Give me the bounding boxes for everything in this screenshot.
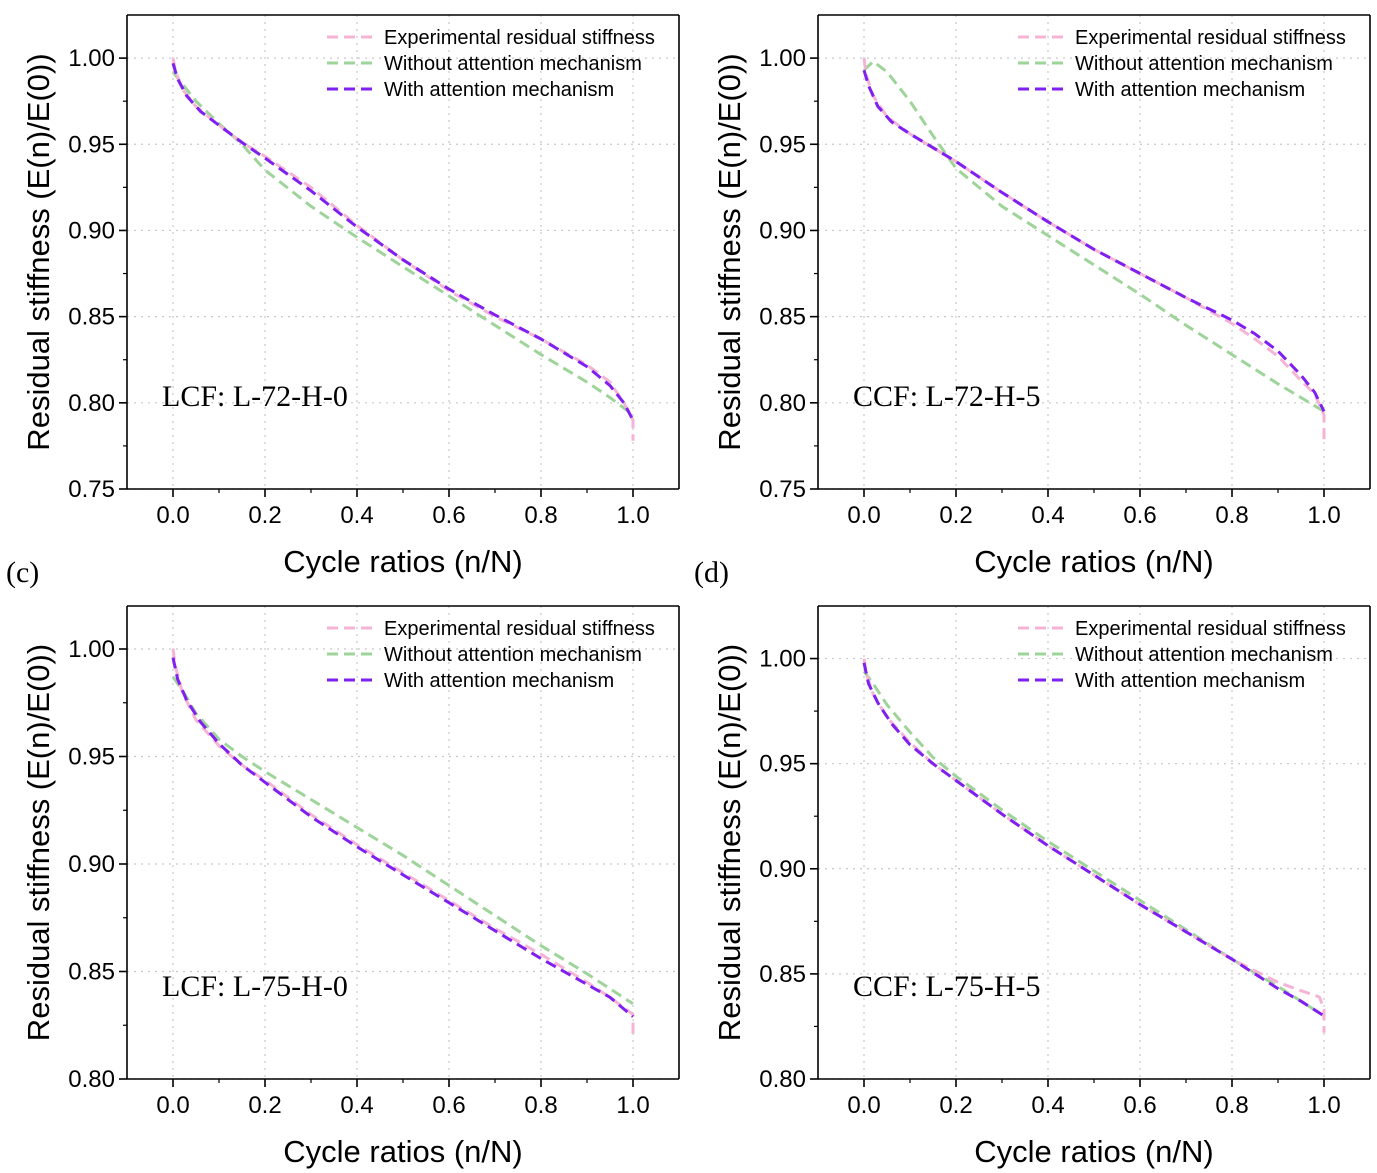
- chart-panel-4: 0.0 0.2 0.4 0.6 0.8 1.0 0.80 0.85 0.90 0.95 1.00 Cy…: [712, 605, 1371, 1169]
- x-tick-label: 0.6: [1123, 1092, 1156, 1119]
- legend-label: Without attention mechanism: [1075, 644, 1333, 666]
- y-axis-title: Residual stiffness (E(n)/E(0)): [21, 53, 56, 450]
- x-tick-label: 0.0: [847, 1092, 880, 1119]
- x-tick-label: 0.4: [1031, 1092, 1064, 1119]
- y-tick-label: 0.95: [68, 744, 115, 771]
- x-tick-label: 0.6: [1123, 502, 1156, 529]
- panel-annotation: CCF: L-75-H-5: [853, 970, 1041, 1003]
- legend-label: With attention mechanism: [1075, 79, 1305, 101]
- x-tick-label: 0.2: [248, 502, 281, 529]
- x-axis-title: Cycle ratios (n/N): [283, 544, 522, 579]
- legend-label: Experimental residual stiffness: [384, 27, 655, 49]
- y-tick-label: 0.85: [759, 961, 806, 988]
- legend-label: Without attention mechanism: [384, 53, 642, 75]
- legend-label: Without attention mechanism: [384, 644, 642, 666]
- y-tick-label: 0.90: [68, 851, 115, 878]
- x-tick-label: 0.4: [1031, 502, 1064, 529]
- y-tick-label: 0.95: [759, 751, 806, 778]
- y-tick-label: 0.80: [68, 1066, 115, 1093]
- y-tick-label: 0.85: [759, 304, 806, 331]
- x-tick-label: 0.4: [340, 1092, 373, 1119]
- legend-label: Experimental residual stiffness: [1075, 27, 1346, 49]
- y-tick-label: 0.80: [68, 390, 115, 417]
- x-tick-label: 0.0: [156, 1092, 189, 1119]
- legend-label: With attention mechanism: [384, 670, 614, 692]
- x-tick-label: 0.8: [524, 1092, 557, 1119]
- x-tick-label: 0.0: [156, 502, 189, 529]
- y-tick-label: 0.75: [759, 476, 806, 503]
- series-line-2: [862, 670, 1325, 1018]
- legend-label: Experimental residual stiffness: [384, 618, 655, 640]
- x-tick-label: 0.2: [248, 1092, 281, 1119]
- x-axis-title: Cycle ratios (n/N): [283, 1134, 522, 1169]
- series-line-3: [171, 657, 634, 1018]
- y-tick-label: 0.80: [759, 1066, 806, 1093]
- x-tick-label: 1.0: [1307, 1092, 1340, 1119]
- x-axis-title: Cycle ratios (n/N): [974, 544, 1213, 579]
- y-tick-label: 1.00: [759, 646, 806, 673]
- x-tick-label: 1.0: [616, 502, 649, 529]
- y-tick-label: 0.85: [68, 304, 115, 331]
- x-tick-label: 0.8: [524, 502, 557, 529]
- chart-panels: 0.0 0.2 0.4 0.6 0.8 1.0 0.75 0.80 0.85 0.90 0.95 1.…: [21, 14, 1371, 1169]
- x-tick-label: 1.0: [616, 1092, 649, 1119]
- series-line-2: [171, 70, 634, 417]
- x-tick-label: 0.0: [847, 502, 880, 529]
- y-tick-label: 0.90: [759, 217, 806, 244]
- x-tick-label: 0.6: [432, 502, 465, 529]
- series-line-1: [171, 648, 635, 1034]
- y-tick-label: 0.80: [759, 390, 806, 417]
- y-tick-label: 0.75: [68, 476, 115, 503]
- panel-letter-d: (d): [694, 556, 729, 589]
- series-line-3: [171, 62, 635, 421]
- series-line-3: [862, 662, 1325, 1018]
- series-line-2: [862, 60, 1325, 413]
- legend-label: With attention mechanism: [1075, 670, 1305, 692]
- x-tick-label: 0.6: [432, 1092, 465, 1119]
- series-line-3: [862, 69, 1326, 413]
- x-tick-label: 0.2: [939, 1092, 972, 1119]
- y-tick-label: 1.00: [759, 45, 806, 72]
- x-tick-label: 0.2: [939, 502, 972, 529]
- legend-label: Without attention mechanism: [1075, 53, 1333, 75]
- y-tick-label: 1.00: [68, 45, 115, 72]
- y-tick-label: 0.95: [68, 131, 115, 158]
- series-line-2: [171, 676, 634, 1006]
- x-tick-label: 0.8: [1215, 502, 1248, 529]
- chart-panel-3: 0.0 0.2 0.4 0.6 0.8 1.0 0.80 0.85 0.90 0.95 1.00 Cy…: [21, 605, 680, 1169]
- y-tick-label: 0.85: [68, 959, 115, 986]
- legend-label: With attention mechanism: [384, 79, 614, 101]
- chart-panel-2: 0.0 0.2 0.4 0.6 0.8 1.0 0.75 0.80 0.85 0.90 0.95 1.…: [712, 14, 1371, 579]
- panel-letter-c: (c): [6, 556, 39, 589]
- panel-annotation: CCF: L-72-H-5: [853, 380, 1041, 413]
- y-tick-label: 0.90: [759, 856, 806, 883]
- x-tick-label: 1.0: [1307, 502, 1340, 529]
- x-tick-label: 0.4: [340, 502, 373, 529]
- legend-label: Experimental residual stiffness: [1075, 618, 1346, 640]
- y-tick-label: 0.95: [759, 131, 806, 158]
- x-tick-label: 0.8: [1215, 1092, 1248, 1119]
- y-axis-title: Residual stiffness (E(n)/E(0)): [21, 644, 56, 1041]
- x-axis-title: Cycle ratios (n/N): [974, 1134, 1213, 1169]
- panel-annotation: LCF: L-75-H-0: [162, 970, 348, 1003]
- y-tick-label: 0.90: [68, 217, 115, 244]
- y-axis-title: Residual stiffness (E(n)/E(0)): [712, 644, 747, 1041]
- chart-panel-1: 0.0 0.2 0.4 0.6 0.8 1.0 0.75 0.80 0.85 0.90 0.95 1.…: [21, 14, 680, 579]
- y-axis-title: Residual stiffness (E(n)/E(0)): [712, 53, 747, 450]
- panel-annotation: LCF: L-72-H-0: [162, 380, 348, 413]
- y-tick-label: 1.00: [68, 636, 115, 663]
